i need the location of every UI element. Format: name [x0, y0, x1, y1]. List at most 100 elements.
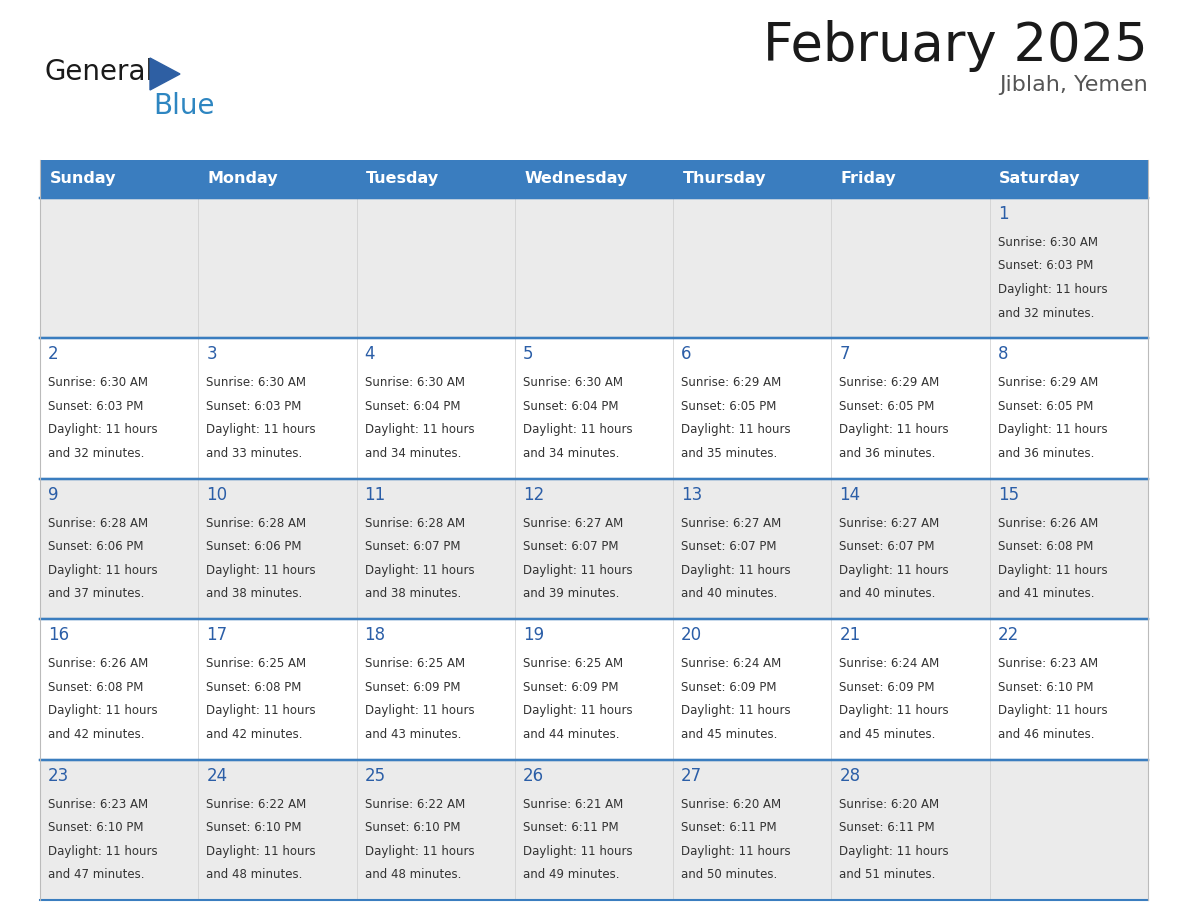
Text: 17: 17 — [207, 626, 227, 644]
Text: and 41 minutes.: and 41 minutes. — [998, 588, 1094, 600]
Text: Sunset: 6:10 PM: Sunset: 6:10 PM — [207, 821, 302, 834]
Bar — [990, 620, 1148, 759]
Text: Daylight: 11 hours: Daylight: 11 hours — [840, 845, 949, 857]
Text: Sunrise: 6:26 AM: Sunrise: 6:26 AM — [998, 517, 1098, 530]
Text: Sunrise: 6:28 AM: Sunrise: 6:28 AM — [365, 517, 465, 530]
Bar — [832, 160, 990, 198]
Text: Sunrise: 6:22 AM: Sunrise: 6:22 AM — [365, 798, 465, 811]
Bar — [356, 759, 514, 900]
Text: and 42 minutes.: and 42 minutes. — [48, 728, 145, 741]
Bar — [514, 759, 674, 900]
Bar — [198, 339, 356, 479]
Text: 8: 8 — [998, 345, 1009, 364]
Text: 28: 28 — [840, 767, 860, 785]
Text: Sunrise: 6:30 AM: Sunrise: 6:30 AM — [998, 236, 1098, 249]
Text: Daylight: 11 hours: Daylight: 11 hours — [207, 845, 316, 857]
Text: Daylight: 11 hours: Daylight: 11 hours — [365, 845, 474, 857]
Text: Sunset: 6:08 PM: Sunset: 6:08 PM — [998, 541, 1093, 554]
Bar — [40, 160, 198, 198]
Text: 15: 15 — [998, 486, 1019, 504]
Bar — [356, 339, 514, 479]
Bar — [990, 198, 1148, 339]
Text: and 39 minutes.: and 39 minutes. — [523, 588, 619, 600]
Bar — [832, 339, 990, 479]
Text: and 32 minutes.: and 32 minutes. — [998, 307, 1094, 319]
Text: Sunset: 6:08 PM: Sunset: 6:08 PM — [48, 680, 144, 694]
Text: Sunset: 6:10 PM: Sunset: 6:10 PM — [998, 680, 1093, 694]
Bar — [674, 620, 832, 759]
Text: Sunrise: 6:28 AM: Sunrise: 6:28 AM — [48, 517, 148, 530]
Text: 23: 23 — [48, 767, 69, 785]
Text: Sunset: 6:11 PM: Sunset: 6:11 PM — [523, 821, 619, 834]
Text: 20: 20 — [681, 626, 702, 644]
Bar — [356, 479, 514, 620]
Bar — [514, 198, 674, 339]
Bar — [198, 759, 356, 900]
Text: Daylight: 11 hours: Daylight: 11 hours — [840, 704, 949, 717]
Text: Daylight: 11 hours: Daylight: 11 hours — [523, 845, 632, 857]
Text: Daylight: 11 hours: Daylight: 11 hours — [681, 564, 791, 577]
Text: and 34 minutes.: and 34 minutes. — [523, 447, 619, 460]
Text: Friday: Friday — [841, 172, 897, 186]
Text: Sunset: 6:07 PM: Sunset: 6:07 PM — [365, 541, 460, 554]
Bar — [40, 198, 198, 339]
Text: Sunset: 6:05 PM: Sunset: 6:05 PM — [998, 400, 1093, 413]
Bar — [674, 198, 832, 339]
Text: Daylight: 11 hours: Daylight: 11 hours — [48, 845, 158, 857]
Text: General: General — [45, 58, 154, 86]
Text: and 51 minutes.: and 51 minutes. — [840, 868, 936, 881]
Bar — [40, 620, 198, 759]
Text: Sunset: 6:10 PM: Sunset: 6:10 PM — [365, 821, 460, 834]
Text: Daylight: 11 hours: Daylight: 11 hours — [207, 423, 316, 436]
Bar — [356, 620, 514, 759]
Text: Daylight: 11 hours: Daylight: 11 hours — [207, 564, 316, 577]
Bar — [832, 620, 990, 759]
Text: and 37 minutes.: and 37 minutes. — [48, 588, 145, 600]
Polygon shape — [150, 58, 181, 90]
Text: and 40 minutes.: and 40 minutes. — [840, 588, 936, 600]
Text: 10: 10 — [207, 486, 227, 504]
Text: Sunrise: 6:25 AM: Sunrise: 6:25 AM — [365, 657, 465, 670]
Text: Sunset: 6:07 PM: Sunset: 6:07 PM — [681, 541, 777, 554]
Text: 27: 27 — [681, 767, 702, 785]
Text: 18: 18 — [365, 626, 386, 644]
Text: Daylight: 11 hours: Daylight: 11 hours — [998, 423, 1107, 436]
Text: and 45 minutes.: and 45 minutes. — [681, 728, 777, 741]
Text: Sunset: 6:11 PM: Sunset: 6:11 PM — [840, 821, 935, 834]
Text: and 48 minutes.: and 48 minutes. — [207, 868, 303, 881]
Text: Sunrise: 6:20 AM: Sunrise: 6:20 AM — [681, 798, 782, 811]
Bar — [198, 479, 356, 620]
Text: Sunrise: 6:20 AM: Sunrise: 6:20 AM — [840, 798, 940, 811]
Text: Saturday: Saturday — [999, 172, 1081, 186]
Text: and 40 minutes.: and 40 minutes. — [681, 588, 777, 600]
Text: Sunset: 6:04 PM: Sunset: 6:04 PM — [523, 400, 619, 413]
Bar — [832, 759, 990, 900]
Text: 22: 22 — [998, 626, 1019, 644]
Text: Sunrise: 6:29 AM: Sunrise: 6:29 AM — [840, 376, 940, 389]
Text: Daylight: 11 hours: Daylight: 11 hours — [840, 564, 949, 577]
Text: and 35 minutes.: and 35 minutes. — [681, 447, 777, 460]
Text: Sunset: 6:03 PM: Sunset: 6:03 PM — [48, 400, 144, 413]
Text: Sunrise: 6:29 AM: Sunrise: 6:29 AM — [998, 376, 1098, 389]
Text: and 50 minutes.: and 50 minutes. — [681, 868, 777, 881]
Text: Sunrise: 6:30 AM: Sunrise: 6:30 AM — [365, 376, 465, 389]
Text: Sunrise: 6:30 AM: Sunrise: 6:30 AM — [207, 376, 307, 389]
Text: Daylight: 11 hours: Daylight: 11 hours — [681, 704, 791, 717]
Text: Daylight: 11 hours: Daylight: 11 hours — [681, 423, 791, 436]
Text: 2: 2 — [48, 345, 58, 364]
Text: Daylight: 11 hours: Daylight: 11 hours — [365, 704, 474, 717]
Text: 5: 5 — [523, 345, 533, 364]
Text: 3: 3 — [207, 345, 217, 364]
Text: Sunrise: 6:21 AM: Sunrise: 6:21 AM — [523, 798, 624, 811]
Text: and 47 minutes.: and 47 minutes. — [48, 868, 145, 881]
Text: Monday: Monday — [208, 172, 278, 186]
Text: Sunrise: 6:23 AM: Sunrise: 6:23 AM — [998, 657, 1098, 670]
Text: Sunrise: 6:23 AM: Sunrise: 6:23 AM — [48, 798, 148, 811]
Text: Daylight: 11 hours: Daylight: 11 hours — [523, 423, 632, 436]
Text: Sunrise: 6:30 AM: Sunrise: 6:30 AM — [523, 376, 623, 389]
Bar — [356, 160, 514, 198]
Text: and 49 minutes.: and 49 minutes. — [523, 868, 619, 881]
Bar — [514, 479, 674, 620]
Text: Daylight: 11 hours: Daylight: 11 hours — [998, 283, 1107, 297]
Text: 12: 12 — [523, 486, 544, 504]
